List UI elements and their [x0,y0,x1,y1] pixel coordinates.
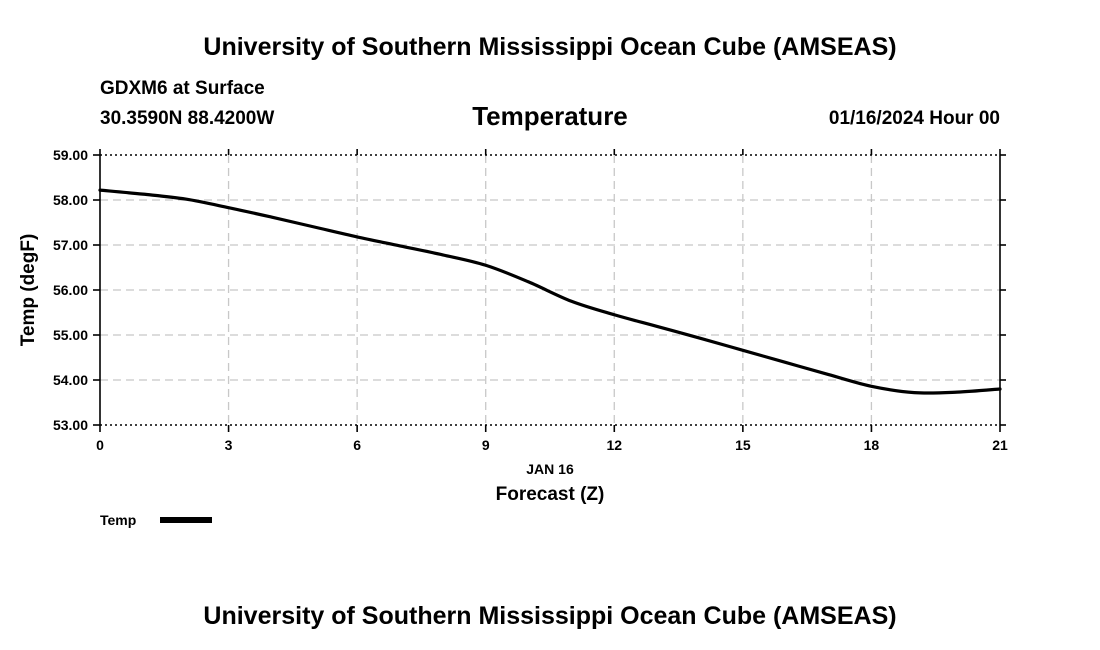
y-axis-label: Temp (degF) [18,234,39,347]
footer-title: University of Southern Mississippi Ocean… [203,602,896,630]
legend-label-temp: Temp [100,512,136,528]
y-tick-label: 57.00 [53,237,88,253]
x-tick-label: 3 [225,437,233,453]
forecast-datetime: 01/16/2024 Hour 00 [829,108,1000,129]
plot-axes: 0 3 6 9 12 15 18 21 53.00 54.00 55.00 56.00 57.00 58.… [53,147,1008,453]
x-tick-label: 12 [606,437,622,453]
station-coordinates: 30.3590N 88.4200W [100,108,274,129]
y-tick-label: 56.00 [53,282,88,298]
series-layer [98,188,1002,395]
x-tick-label: 9 [482,437,490,453]
y-tick-label: 53.00 [53,417,88,433]
y-tick-label: 55.00 [53,327,88,343]
x-tick-label: 0 [96,437,104,453]
y-tick-label: 54.00 [53,372,88,388]
x-tick-label: 15 [735,437,751,453]
y-tick-label: 58.00 [53,192,88,208]
chart-title: Temperature [472,101,628,131]
x-tick-label: 18 [864,437,880,453]
station-label: GDXM6 at Surface [100,78,265,99]
page-title: University of Southern Mississippi Ocean… [203,33,896,61]
y-tick-label: 59.00 [53,147,88,163]
x-tick-label: 6 [353,437,361,453]
series-line-temp [98,188,1002,395]
legend: Temp [100,512,212,528]
x-tick-label: 21 [992,437,1008,453]
x-axis-label: Forecast (Z) [496,484,605,505]
x-date-label: JAN 16 [526,461,574,477]
